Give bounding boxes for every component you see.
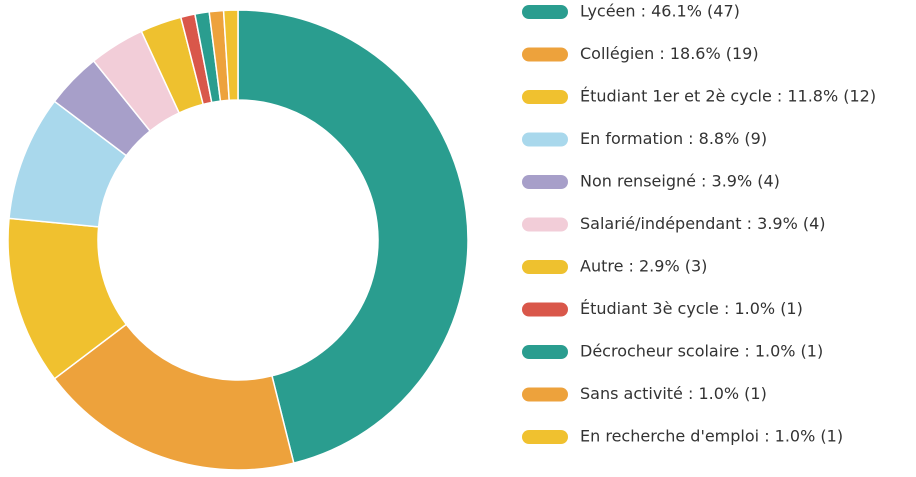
legend-label: Décrocheur scolaire : 1.0% (1)	[580, 342, 823, 361]
legend-label: Collégien : 18.6% (19)	[580, 44, 759, 63]
slice	[222, 9, 239, 102]
slice	[53, 323, 295, 471]
legend-label: Lycéen : 46.1% (47)	[580, 2, 740, 21]
legend-swatch	[522, 345, 568, 359]
slice	[237, 9, 469, 465]
legend-swatch	[522, 5, 568, 19]
legend-label: Sans activité : 1.0% (1)	[580, 384, 767, 403]
legend-swatch	[522, 132, 568, 147]
legend-swatch	[522, 430, 568, 444]
legend-label: En recherche d'emploi : 1.0% (1)	[580, 427, 843, 446]
legend-swatch	[522, 260, 568, 274]
legend-label: Salarié/indépendant : 3.9% (4)	[580, 214, 826, 233]
legend-label: Étudiant 1er et 2è cycle : 11.8% (12)	[580, 87, 876, 106]
legend-swatch	[522, 175, 568, 189]
legend-label: Étudiant 3è cycle : 1.0% (1)	[580, 299, 803, 318]
legend-swatch	[522, 302, 568, 317]
legend-swatch	[522, 217, 568, 232]
legend-swatch	[522, 90, 568, 104]
legend-swatch	[522, 387, 568, 402]
legend-label: Autre : 2.9% (3)	[580, 257, 707, 276]
legend-label: En formation : 8.8% (9)	[580, 129, 767, 148]
legend-label: Non renseigné : 3.9% (4)	[580, 172, 780, 191]
legend-swatch	[522, 47, 568, 62]
